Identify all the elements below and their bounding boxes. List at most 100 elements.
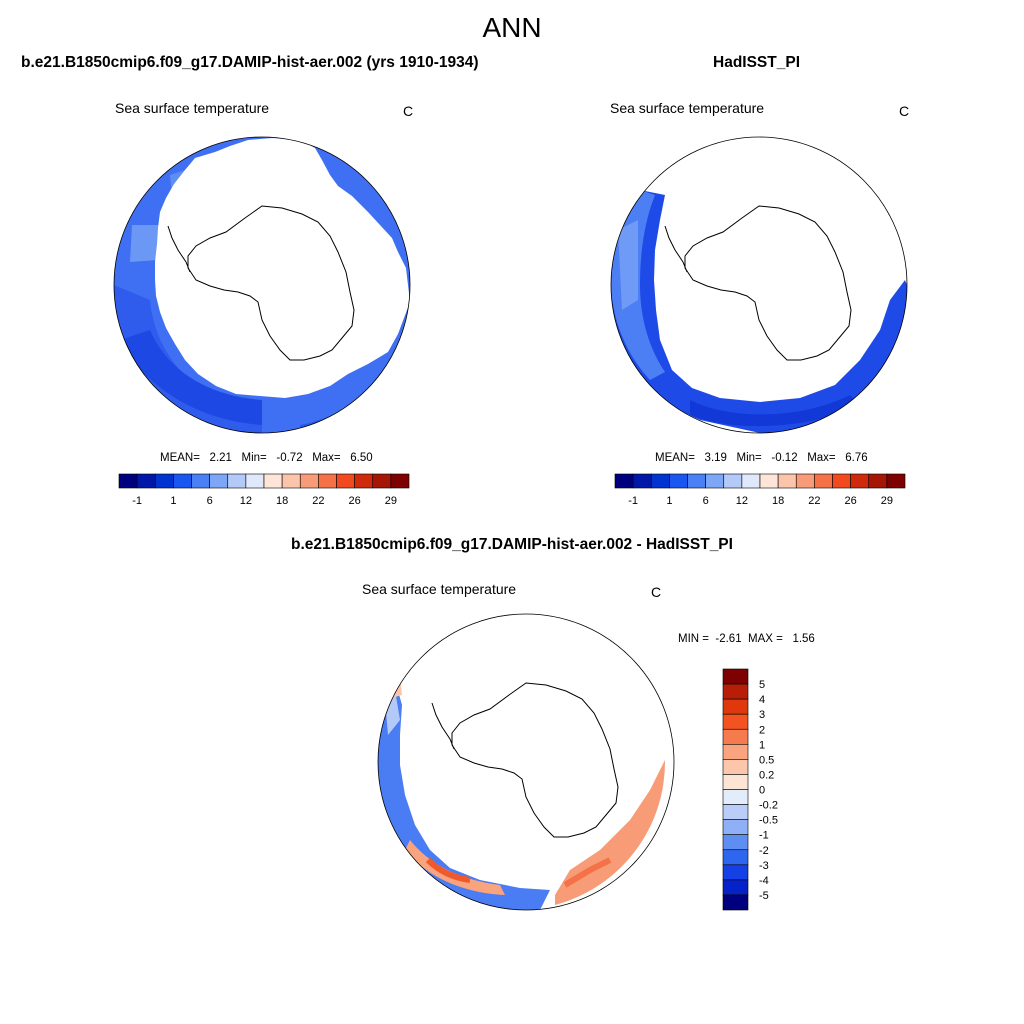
panel1-colorbar-swatch: [245, 473, 265, 489]
map2-peninsula-coastline: [664, 225, 688, 273]
map2-sst-field-band: [618, 220, 638, 310]
panel3-variable-label: Sea surface temperature: [362, 581, 517, 597]
panel3-max-label: MAX =: [748, 633, 783, 645]
panel3-colorbar-tick-label: 5: [759, 679, 765, 691]
panel1-mean-label: MEAN=: [160, 452, 200, 464]
panel3-colorbar-swatch: [722, 683, 749, 700]
panel2-colorbar-swatch: [669, 473, 688, 489]
panel1-stats: MEAN= 2.21 Min= -0.72 Max= 6.50: [160, 452, 373, 464]
panel2-colorbar-swatch: [814, 473, 833, 489]
panel3-colorbar-swatch: [722, 789, 749, 805]
panel1-colorbar-swatch: [263, 473, 283, 489]
panel1-colorbar-swatch: [227, 473, 247, 489]
panel3-colorbar-tick-label: 0.2: [759, 769, 774, 781]
panel2-stats: MEAN= 3.19 Min= -0.12 Max= 6.76: [655, 452, 868, 464]
panel1-colorbar-swatch: [154, 473, 174, 489]
panel1-colorbar-swatch: [209, 473, 229, 489]
panel3-max-value: 1.56: [792, 633, 815, 645]
panel3-colorbar-swatch: [722, 804, 749, 820]
map3-peninsula-coastline: [431, 702, 455, 750]
map3-diff-field-positive: [563, 857, 612, 888]
panel1-colorbar-swatch: [191, 473, 210, 489]
panel1-colorbar-tick-label: 29: [385, 495, 397, 507]
panel3-colorbar-swatch: [722, 879, 749, 896]
panel3-colorbar-swatch: [722, 668, 749, 685]
panel2-units-label: C: [899, 103, 910, 119]
panel3-colorbar-swatch: [722, 774, 749, 790]
panel2-colorbar-swatch: [650, 473, 670, 489]
panel2-colorbar-tick-label: 18: [772, 495, 784, 507]
map2-polar-plot: [611, 137, 907, 433]
panel1-units-label: C: [403, 103, 414, 119]
panel2-colorbar-tick-label: 29: [881, 495, 893, 507]
panel3-colorbar-swatch: [722, 698, 749, 715]
map1-polar-plot: [114, 137, 410, 433]
panel2-colorbar-swatch: [632, 473, 652, 489]
panel1-colorbar-swatch: [299, 473, 319, 489]
panel3-colorbar-swatch: [722, 834, 749, 851]
panel3-colorbar-swatch: [722, 849, 749, 866]
panel1-colorbar-tick-label: 22: [312, 495, 324, 507]
panel2-colorbar-tick-label: 6: [703, 495, 709, 507]
map3-diff-field-positive: [405, 840, 505, 895]
panel3-colorbar-tick-label: -0.5: [759, 815, 778, 827]
panel2-mean-value: 3.19: [704, 452, 727, 464]
map1-sst-field-band: [120, 330, 262, 425]
panel1-max-label: Max=: [312, 452, 341, 464]
panel1-colorbar-tick-label: 1: [170, 495, 176, 507]
panel2-colorbar-swatch: [795, 473, 815, 489]
panel1-colorbar-swatch: [372, 473, 392, 489]
panel3-colorbar-tick-label: -0.2: [759, 800, 778, 812]
panel2-colorbar-swatch: [868, 473, 888, 489]
map2-sst-field-band: [690, 395, 860, 427]
panel1-colorbar-tick-label: 6: [207, 495, 213, 507]
panel2-colorbar-swatch: [723, 473, 743, 489]
panel2-colorbar-swatch: [886, 473, 906, 489]
panel3-colorbar-tick-label: -2: [759, 845, 769, 857]
map3-polar-plot: [378, 614, 674, 910]
map2-background: [611, 137, 907, 433]
panel3-colorbar-swatch: [722, 744, 749, 760]
panel3-min-value: -2.61: [715, 633, 742, 645]
panel2-mean-label: MEAN=: [655, 452, 695, 464]
panel3-colorbar-tick-label: 4: [759, 694, 765, 706]
panel1-colorbar-swatch: [354, 473, 374, 489]
panel2-title: HadISST_PI: [713, 54, 800, 71]
panel3-colorbar-swatch: [722, 864, 749, 881]
panel1-min-label: Min=: [241, 452, 267, 464]
panel1-max-value: 6.50: [350, 452, 373, 464]
map3-background: [378, 614, 674, 910]
panel3-colorbar: 5 4 3 2 1 0.5 0.2 0 -0.2 -0.5 -1 -2 -3 -4 -5: [722, 668, 778, 911]
panel2-colorbar-swatch: [741, 473, 761, 489]
panel3-colorbar-tick-label: -5: [759, 890, 769, 902]
panel2-max-label: Max=: [807, 452, 836, 464]
panel1-colorbar: -1 1 6 12 18 22 26 29: [118, 473, 410, 507]
panel1-colorbar-tick-label: 18: [276, 495, 288, 507]
panel3-colorbar-tick-label: 2: [759, 724, 765, 736]
panel3-colorbar-tick-label: -1: [759, 830, 769, 842]
panel1-colorbar-swatch: [281, 473, 301, 489]
panel2-variable-label: Sea surface temperature: [610, 100, 765, 116]
panel2-colorbar-swatch: [850, 473, 870, 489]
main-title: ANN: [482, 12, 542, 43]
panel1-min-value: -0.72: [276, 452, 303, 464]
panel1-colorbar-swatch: [118, 473, 138, 489]
panel2-colorbar-swatch: [614, 473, 634, 489]
panel2-colorbar-swatch: [759, 473, 779, 489]
map2-boundary-circle: [610, 136, 908, 434]
panel2-colorbar-tick-label: 22: [808, 495, 820, 507]
panel2-colorbar-swatch: [687, 473, 706, 489]
panel2-colorbar-swatch: [777, 473, 797, 489]
panel2-colorbar: -1 1 6 12 18 22 26 29: [614, 473, 906, 507]
panel2-colorbar-tick-label: 1: [666, 495, 672, 507]
panel1-colorbar-swatch: [136, 473, 156, 489]
panel2-colorbar-tick-label: -1: [628, 495, 638, 507]
panel3-colorbar-tick-label: 0.5: [759, 754, 774, 766]
panel3-colorbar-swatch: [722, 894, 749, 911]
panel1-colorbar-tick-label: 12: [240, 495, 252, 507]
panel1-colorbar-swatch: [390, 473, 410, 489]
panel2-colorbar-swatch: [832, 473, 851, 489]
panel3-colorbar-swatch: [722, 713, 749, 730]
panel1-title: b.e21.B1850cmip6.f09_g17.DAMIP-hist-aer.…: [21, 54, 479, 71]
